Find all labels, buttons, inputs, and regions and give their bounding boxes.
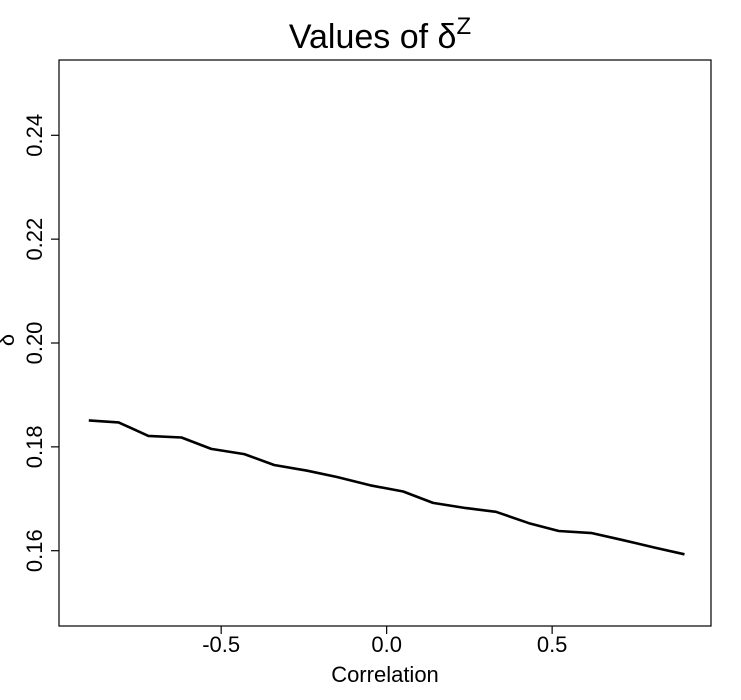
y-tick-label: 0.22: [22, 218, 47, 261]
chart-title: Values of δZ: [289, 13, 471, 56]
series-line: [88, 419, 685, 556]
y-tick-label: 0.18: [22, 425, 47, 468]
x-axis-title: Correlation: [331, 662, 439, 687]
plot-frame: [58, 59, 712, 627]
y-tick-label: 0.20: [22, 322, 47, 365]
chart-title-superscript: Z: [456, 13, 471, 40]
y-axis: 0.16 0.18 0.20 0.22 0.24: [22, 114, 59, 572]
x-tick-label: -0.5: [202, 632, 240, 657]
series-layer: [88, 419, 685, 556]
x-tick-label: 0.0: [371, 632, 402, 657]
chart-title-main: Values of δ: [289, 18, 457, 56]
y-tick-label: 0.24: [22, 114, 47, 157]
y-tick-label: 0.16: [22, 529, 47, 572]
y-axis-title: δ: [0, 334, 19, 346]
x-axis: -0.5 0.0 0.5: [202, 626, 567, 657]
x-tick-label: 0.5: [537, 632, 568, 657]
